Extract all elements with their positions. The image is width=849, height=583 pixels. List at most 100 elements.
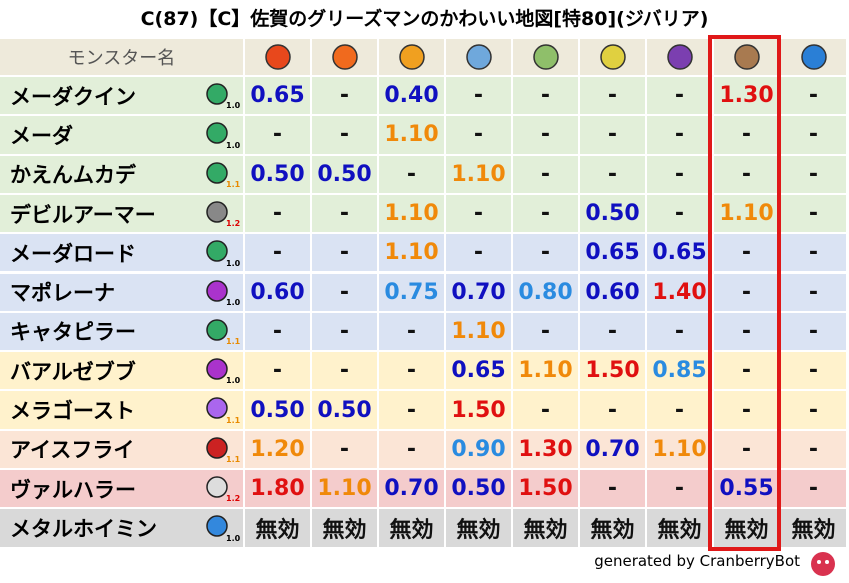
resist-value: - <box>444 114 511 154</box>
resist-value: - <box>578 389 645 429</box>
resist-value: 0.40 <box>377 75 444 115</box>
resist-value: - <box>779 192 846 233</box>
resist-value: 0.50 <box>310 153 377 193</box>
resist-value: - <box>779 153 846 193</box>
resist-value: - <box>310 310 377 351</box>
monster-icon <box>204 356 230 382</box>
resist-value: 1.50 <box>444 389 511 429</box>
resist-value: - <box>511 310 578 351</box>
resist-value: 1.10 <box>377 232 444 272</box>
resist-value: - <box>712 271 779 311</box>
resist-value: - <box>511 232 578 272</box>
resist-value: - <box>779 389 846 429</box>
monster-icon <box>204 474 230 500</box>
monster-level: 1.1 <box>226 455 241 464</box>
resist-value: 無効 <box>511 507 578 547</box>
resist-value: - <box>377 350 444 390</box>
resist-value: 無効 <box>645 507 712 547</box>
resist-value: 1.10 <box>712 192 779 233</box>
resist-value: - <box>712 153 779 193</box>
resist-value: 無効 <box>712 507 779 547</box>
monster-level: 1.0 <box>226 101 241 111</box>
resist-value: 無効 <box>779 507 846 547</box>
resist-value: - <box>243 192 310 233</box>
monster-icon <box>204 160 230 186</box>
monster-name: メーダロード <box>0 232 243 272</box>
highlight-box <box>708 35 781 551</box>
monster-icon <box>204 81 230 107</box>
monster-level: 1.0 <box>226 140 241 150</box>
resist-value: 0.65 <box>243 75 310 115</box>
resist-value: - <box>377 428 444 468</box>
resist-value: - <box>712 232 779 272</box>
resist-value: - <box>578 310 645 351</box>
resist-value: 1.10 <box>444 310 511 351</box>
resist-value: - <box>779 310 846 351</box>
resist-value: - <box>444 75 511 115</box>
resist-value: 1.10 <box>444 153 511 193</box>
resist-value: 1.20 <box>243 428 310 468</box>
element-icon <box>444 37 511 75</box>
resist-value: - <box>377 153 444 193</box>
monster-level: 1.0 <box>226 376 241 386</box>
resist-value: 0.50 <box>243 153 310 193</box>
resist-value: 0.65 <box>578 232 645 272</box>
monster-name: メラゴースト <box>0 389 243 429</box>
resist-value: - <box>511 192 578 233</box>
resist-value: - <box>243 232 310 272</box>
resist-value: - <box>645 468 712 508</box>
monster-name: メーダクイン <box>0 75 243 115</box>
resist-value: 0.70 <box>444 271 511 311</box>
monster-icon <box>204 395 230 421</box>
resist-value: - <box>243 310 310 351</box>
resist-value: 無効 <box>578 507 645 547</box>
resist-value: 0.75 <box>377 271 444 311</box>
resist-value: - <box>645 114 712 154</box>
resist-value: - <box>310 350 377 390</box>
resist-value: - <box>310 232 377 272</box>
element-icon <box>779 37 846 75</box>
resist-value: - <box>645 153 712 193</box>
resist-value: 0.70 <box>578 428 645 468</box>
resist-value: 0.50 <box>310 389 377 429</box>
monster-icon <box>204 278 230 304</box>
resist-value: 1.50 <box>578 350 645 390</box>
bot-icon <box>811 552 835 576</box>
resist-value: 0.80 <box>511 271 578 311</box>
monster-icon <box>204 238 230 264</box>
monster-name: マポレーナ <box>0 271 243 311</box>
resist-value: 1.80 <box>243 468 310 508</box>
resist-value: - <box>779 350 846 390</box>
resist-value: 0.65 <box>444 350 511 390</box>
element-icon <box>511 37 578 75</box>
resist-value: - <box>779 75 846 115</box>
resist-value: - <box>511 75 578 115</box>
monster-icon <box>204 317 230 343</box>
resist-value: - <box>511 389 578 429</box>
resist-value: - <box>310 271 377 311</box>
element-icon <box>243 37 310 75</box>
resist-value: 0.60 <box>243 271 310 311</box>
element-icon <box>645 37 712 75</box>
monster-icon <box>204 513 230 539</box>
monster-name: メタルホイミン <box>0 507 243 547</box>
resist-value: - <box>712 310 779 351</box>
resist-value: - <box>779 114 846 154</box>
monster-level: 1.1 <box>226 337 241 347</box>
resist-value: - <box>377 310 444 351</box>
resist-value: 0.90 <box>444 428 511 468</box>
element-icon <box>377 37 444 75</box>
resist-value: 0.65 <box>645 232 712 272</box>
resist-value: - <box>310 428 377 468</box>
resist-value: - <box>779 428 846 468</box>
resist-value: - <box>779 468 846 508</box>
resist-value: 無効 <box>377 507 444 547</box>
monster-level: 1.1 <box>226 415 241 425</box>
monster-name: デビルアーマー <box>0 192 243 233</box>
resist-value: 1.30 <box>712 75 779 115</box>
monster-level: 1.2 <box>226 219 241 229</box>
monster-name: かえんムカデ <box>0 153 243 193</box>
resist-value: 0.50 <box>243 389 310 429</box>
resist-value: 0.85 <box>645 350 712 390</box>
